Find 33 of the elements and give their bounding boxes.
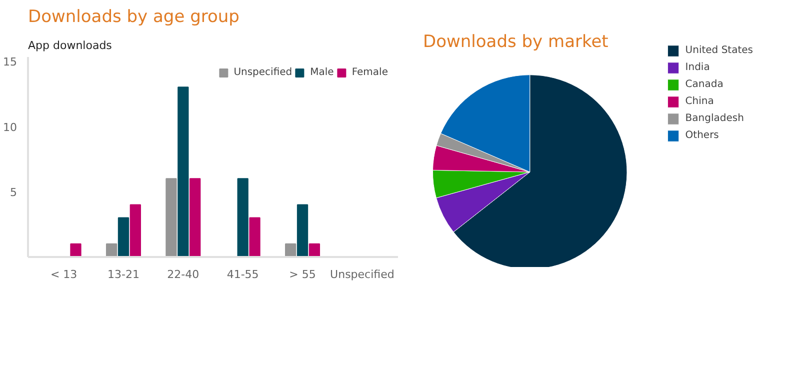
legend-label: Bangladesh <box>685 113 744 124</box>
y-tick-label: 10 <box>3 120 18 134</box>
x-tick-label: 41-55 <box>226 268 259 281</box>
legend-label: India <box>685 62 710 74</box>
bar <box>308 243 320 257</box>
bar <box>178 86 189 257</box>
chart-title: Downloads by age group <box>28 7 240 27</box>
bar <box>118 217 130 257</box>
y-tick-label: 5 <box>10 186 17 200</box>
legend-label: Female <box>352 67 388 78</box>
y-tick-label: 15 <box>3 55 18 68</box>
bar <box>166 178 177 257</box>
legend-label: Male <box>310 67 334 78</box>
bar <box>106 243 118 257</box>
chart-subtitle: App downloads <box>28 39 112 52</box>
bar <box>285 243 296 257</box>
legend-label: United States <box>685 45 753 56</box>
bar <box>70 243 82 257</box>
chart-title: Downloads by market <box>423 32 609 52</box>
bar <box>249 217 260 257</box>
bar <box>296 204 308 257</box>
legend-label: Canada <box>685 79 724 90</box>
x-tick-label: > 55 <box>289 268 316 281</box>
legend-label: China <box>685 96 714 108</box>
bar <box>190 178 201 257</box>
x-tick-label: < 13 <box>50 268 78 281</box>
x-tick-label: 22-40 <box>167 268 200 281</box>
legend-label: Others <box>685 130 719 142</box>
legend-label: Unspecified <box>234 67 292 78</box>
x-tick-label: 13-21 <box>108 268 140 281</box>
x-tick-label: Unspecified <box>330 268 394 281</box>
bar <box>130 204 141 257</box>
bar <box>237 178 248 257</box>
